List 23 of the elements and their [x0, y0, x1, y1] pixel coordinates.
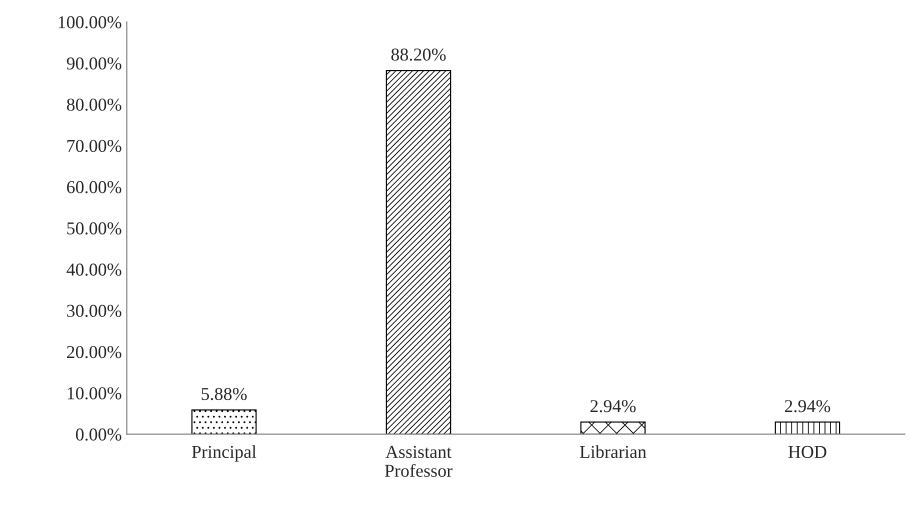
data-label: 88.20% — [391, 48, 446, 61]
bar — [580, 422, 646, 434]
x-tick-label: HOD — [788, 446, 826, 458]
y-tick-label: 80.00% — [66, 98, 122, 111]
y-tick-label: 50.00% — [67, 222, 122, 235]
y-tick-label: 70.00% — [67, 140, 122, 152]
bar — [386, 70, 452, 434]
y-tick-label: 100.00% — [58, 16, 122, 28]
x-tick-label: Assistant Professor — [384, 446, 452, 477]
y-tick-label: 40.00% — [66, 264, 122, 276]
y-tick-label: 20.00% — [67, 346, 122, 358]
y-tick-label: 30.00% — [67, 304, 122, 318]
y-tick-label: 90.00% — [66, 57, 122, 70]
y-tick-label: 0.00% — [76, 428, 122, 441]
data-label: 5.88% — [202, 388, 247, 400]
bar — [191, 409, 257, 434]
x-tick-label: Librarian — [580, 445, 646, 458]
y-tick-label: 60.00% — [67, 181, 122, 194]
x-tick-label: Principal — [192, 445, 256, 462]
data-label: 2.94% — [590, 400, 636, 412]
bar — [774, 422, 840, 434]
y-tick-label: 10.00% — [68, 387, 122, 400]
data-label: 2.94% — [784, 400, 830, 412]
